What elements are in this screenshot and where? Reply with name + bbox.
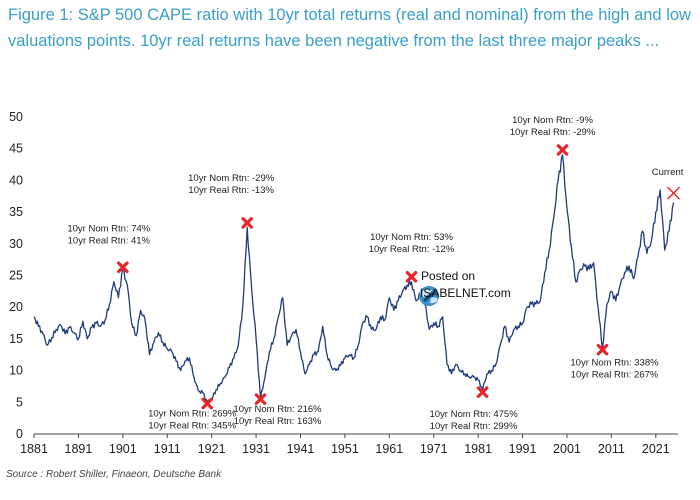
x-tick-label: 1941 [287,442,315,456]
x-tick-label: 1891 [65,442,93,456]
marker-annotation: 10yr Nom Rtn: 74% [67,223,150,234]
watermark-line1: Posted on [421,269,475,283]
y-tick-label: 10 [9,364,23,378]
x-tick-label: 1901 [109,442,137,456]
peak-marker: 10yr Nom Rtn: 269%10yr Real Rtn: 345% [148,397,237,432]
y-tick-label: 45 [9,142,23,156]
marker-annotation: 10yr Real Rtn: -12% [369,244,455,255]
series-layer [33,154,675,403]
peak-marker: 10yr Nom Rtn: 475%10yr Real Rtn: 299% [429,386,518,432]
x-tick-label: 1921 [198,442,226,456]
marker-annotation: 10yr Nom Rtn: 53% [370,232,453,243]
peak-marker: 10yr Nom Rtn: -29%10yr Real Rtn: -13% [188,173,275,229]
x-tick-label: 2001 [553,442,581,456]
marker-annotation: 10yr Nom Rtn: 338% [570,358,659,369]
marker-annotation: 10yr Real Rtn: -13% [188,185,274,196]
markers-layer: 10yr Nom Rtn: 74%10yr Real Rtn: 41%10yr … [67,115,683,432]
y-tick-label: 15 [9,332,23,346]
peak-marker: 10yr Nom Rtn: 53%10yr Real Rtn: -12% [369,232,455,283]
source-note: Source : Robert Shiller, Finaeon, Deutsc… [6,469,222,480]
x-tick-label: 1971 [420,442,448,456]
x-tick-label: 1931 [242,442,270,456]
watermark-line2: ISABELNET.com [420,286,511,300]
marker-cross [201,397,214,410]
marker-cross [556,144,569,156]
marker-cross [476,386,489,398]
cape-series-line [33,154,675,403]
peak-marker: 10yr Nom Rtn: 216%10yr Real Rtn: 163% [233,393,322,427]
marker-cross [254,393,267,405]
y-tick-label: 35 [9,205,23,219]
y-tick-label: 20 [9,300,23,314]
marker-cross [241,217,253,229]
x-tick-label: 2021 [642,442,670,456]
marker-annotation: 10yr Real Rtn: 267% [571,370,659,381]
marker-cross [117,261,129,274]
peak-marker: 10yr Nom Rtn: 74%10yr Real Rtn: 41% [67,223,151,274]
x-tick-label: 1911 [154,442,181,456]
current-label: Current [652,167,684,178]
x-tick-label: 1991 [509,442,537,456]
x-tick-label: 1951 [331,442,359,456]
axes: 0 5 10 15 20 25 30 35 40 45 50 1881 1891 1901 1911 1921… [9,110,678,456]
marker-cross [405,270,418,283]
x-tick-label: 1961 [375,442,403,456]
marker-annotation: 10yr Real Rtn: -29% [510,127,596,138]
y-tick-label: 25 [9,269,23,283]
y-tick-label: 40 [9,173,23,187]
watermark: Posted on ISABELNET.com [419,269,511,306]
marker-annotation: 10yr Real Rtn: 345% [148,421,236,432]
marker-annotation: 10yr Real Rtn: 41% [68,235,151,246]
marker-annotation: 10yr Nom Rtn: -9% [512,115,593,126]
marker-annotation: 10yr Nom Rtn: 216% [233,404,322,415]
marker-cross [596,343,609,356]
y-tick-label: 5 [16,395,23,409]
figure-title: Figure 1: S&P 500 CAPE ratio with 10yr t… [8,6,691,50]
current-marker: Current [652,167,684,200]
globe-icon [419,286,439,306]
peak-marker: 10yr Nom Rtn: 338%10yr Real Rtn: 267% [570,343,659,381]
marker-annotation: 10yr Nom Rtn: 269% [148,409,237,420]
marker-annotation: 10yr Nom Rtn: 475% [429,409,518,420]
marker-annotation: 10yr Nom Rtn: -29% [188,173,275,184]
y-tick-label: 30 [9,237,23,251]
marker-cross [667,186,681,200]
marker-annotation: 10yr Real Rtn: 299% [430,421,518,432]
y-tick-label: 50 [9,110,23,124]
x-tick-label: 1981 [464,442,492,456]
x-tick-label: 2011 [598,442,625,456]
x-tick-label: 1881 [20,442,48,456]
peak-marker: 10yr Nom Rtn: -9%10yr Real Rtn: -29% [510,115,596,156]
y-tick-label: 0 [16,427,23,441]
marker-annotation: 10yr Real Rtn: 163% [234,416,322,427]
